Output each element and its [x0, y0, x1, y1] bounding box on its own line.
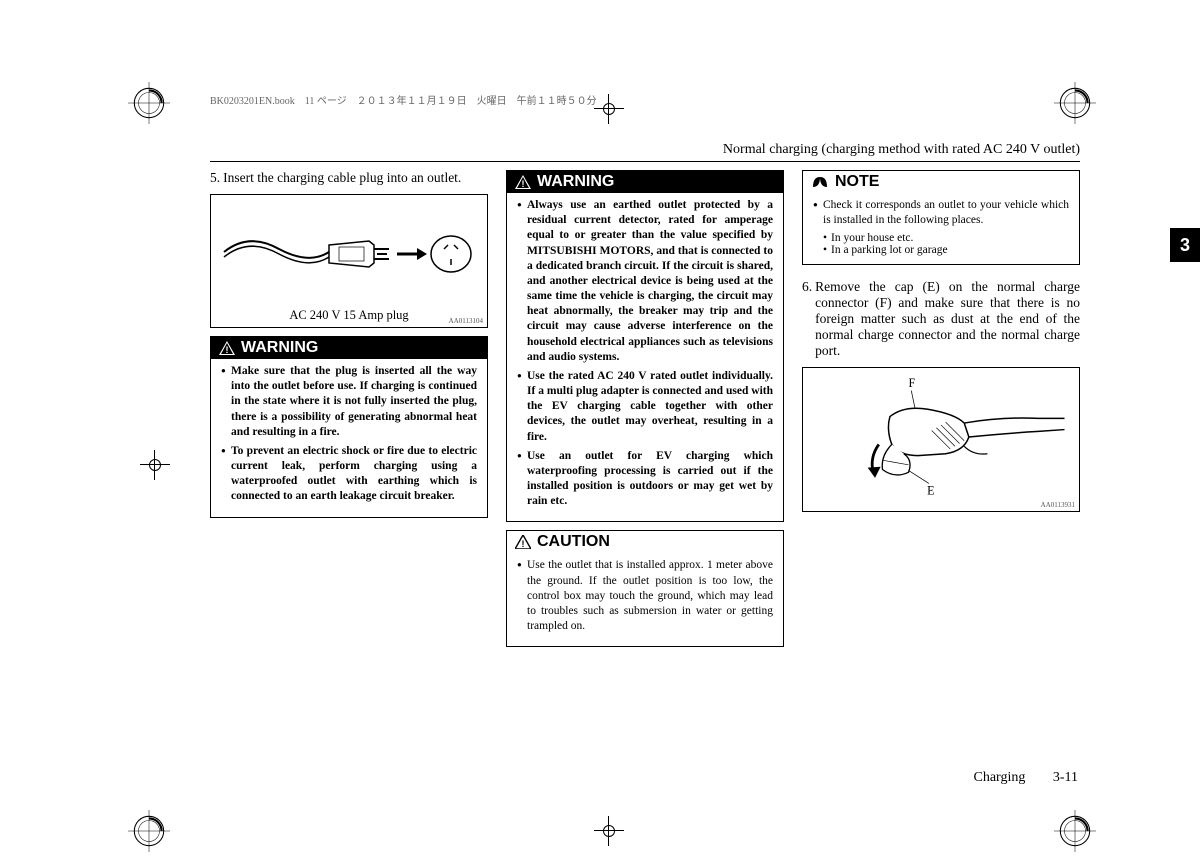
cross-mark-bottom — [594, 816, 624, 846]
caution-item: Use the outlet that is installed approx.… — [517, 558, 773, 634]
note-sub: In your house etc. — [813, 232, 1069, 244]
svg-text:E: E — [927, 484, 934, 498]
note-list: Check it corresponds an outlet to your v… — [813, 198, 1069, 228]
step-number: 5. — [210, 170, 220, 186]
warning-box-2: ! WARNING Always use an earthed outlet p… — [506, 170, 784, 522]
cross-mark-left — [140, 450, 170, 480]
column-1: 5. Insert the charging cable plug into a… — [210, 170, 488, 647]
figure-id: AA0113931 — [1041, 501, 1075, 509]
warning-item: Use an outlet for EV charging which wate… — [517, 449, 773, 510]
svg-text:!: ! — [522, 539, 525, 549]
note-box: NOTE Check it corresponds an outlet to y… — [802, 170, 1080, 265]
warning-list-1: Make sure that the plug is inserted all … — [221, 364, 477, 505]
svg-text:!: ! — [226, 345, 229, 355]
crop-mark-bl — [128, 810, 170, 852]
warning-title: WARNING — [241, 339, 318, 357]
step-text: Remove the cap (E) on the normal charge … — [815, 279, 1080, 359]
warning-item: Make sure that the plug is inserted all … — [221, 364, 477, 440]
crop-mark-tl — [128, 82, 170, 124]
caution-box: ! CAUTION Use the outlet that is install… — [506, 530, 784, 647]
note-title: NOTE — [835, 173, 879, 191]
warning-header: ! WARNING — [211, 337, 487, 359]
connector-illustration: F — [807, 372, 1075, 502]
print-metadata: BK0203201EN.book 11 ページ ２０１３年１１月１９日 火曜日 … — [210, 92, 597, 107]
footer-page: 3-11 — [1053, 770, 1078, 785]
note-item: Check it corresponds an outlet to your v… — [813, 198, 1069, 228]
warning-item: Use the rated AC 240 V rated outlet indi… — [517, 369, 773, 445]
step-6: 6. Remove the cap (E) on the normal char… — [802, 279, 1080, 359]
column-3: NOTE Check it corresponds an outlet to y… — [802, 170, 1080, 647]
svg-text:F: F — [909, 376, 916, 390]
svg-text:!: ! — [522, 179, 525, 189]
warning-item: To prevent an electric shock or fire due… — [221, 444, 477, 505]
footer-chapter: Charging — [973, 770, 1025, 785]
caution-icon: ! — [515, 535, 531, 549]
warning-title: WARNING — [537, 173, 614, 191]
step-text: Insert the charging cable plug into an o… — [223, 170, 461, 186]
figure-caption: AC 240 V 15 Amp plug — [219, 308, 479, 323]
page-footer: Charging 3-11 — [973, 770, 1078, 786]
chapter-tab: 3 — [1170, 228, 1200, 262]
warning-item: Always use an earthed outlet protected b… — [517, 198, 773, 365]
figure-plug: AC 240 V 15 Amp plug AA0113104 — [210, 194, 488, 328]
note-sub: In a parking lot or garage — [813, 244, 1069, 256]
plug-illustration — [219, 207, 479, 297]
caution-title: CAUTION — [537, 533, 610, 551]
warning-header: ! WARNING — [507, 171, 783, 193]
step-number: 6. — [802, 279, 812, 359]
page-content: Normal charging (charging method with ra… — [210, 142, 1080, 802]
page-title: Normal charging (charging method with ra… — [210, 142, 1080, 162]
note-header: NOTE — [803, 171, 1079, 193]
warning-icon: ! — [515, 175, 531, 189]
figure-connector: F — [802, 367, 1080, 512]
cross-mark-top — [594, 94, 624, 124]
note-icon — [811, 175, 829, 189]
warning-icon: ! — [219, 341, 235, 355]
crop-mark-tr — [1054, 82, 1096, 124]
caution-header: ! CAUTION — [507, 531, 783, 553]
step-5: 5. Insert the charging cable plug into a… — [210, 170, 488, 186]
warning-list-2: Always use an earthed outlet protected b… — [517, 198, 773, 509]
caution-list: Use the outlet that is installed approx.… — [517, 558, 773, 634]
warning-box-1: ! WARNING Make sure that the plug is ins… — [210, 336, 488, 518]
crop-mark-br — [1054, 810, 1096, 852]
figure-id: AA0113104 — [449, 317, 483, 325]
column-2: ! WARNING Always use an earthed outlet p… — [506, 170, 784, 647]
